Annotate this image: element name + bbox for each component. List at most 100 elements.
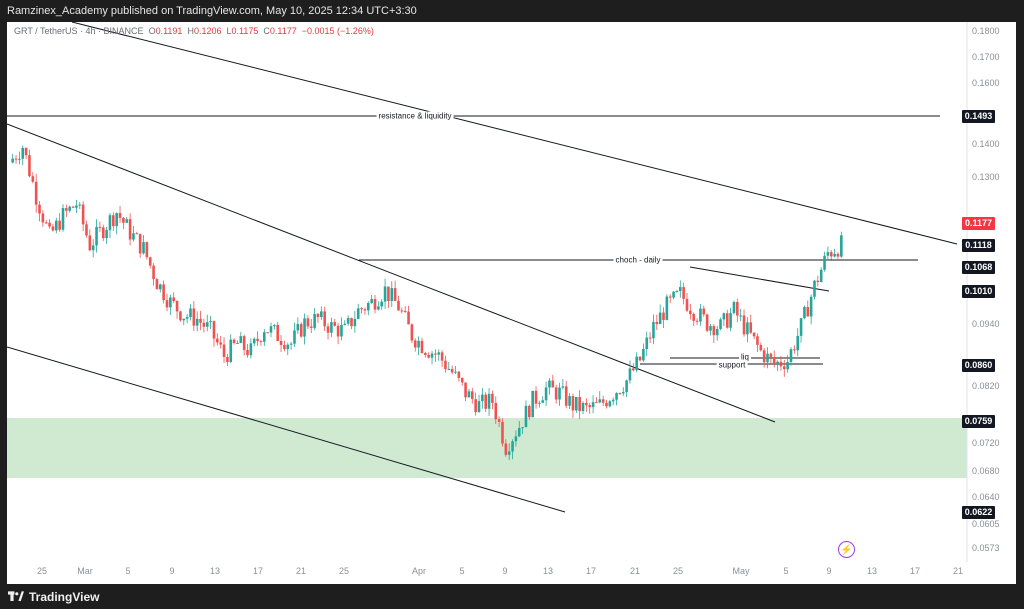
- candle-body: [665, 296, 669, 320]
- candle-body: [118, 213, 122, 218]
- candle-body: [470, 391, 474, 400]
- candle-body: [122, 217, 125, 223]
- candle-body: [836, 253, 840, 257]
- candle-body: [769, 353, 773, 358]
- candle-body: [779, 361, 783, 367]
- price-box: 0.1010: [962, 285, 995, 298]
- high-label: H: [187, 26, 194, 36]
- candle-body: [239, 336, 243, 343]
- lower-trendline[interactable]: [7, 346, 566, 513]
- candle-body: [309, 326, 313, 328]
- upper-trendline[interactable]: [71, 22, 958, 245]
- candle-body: [299, 324, 303, 337]
- liq-label: liq: [738, 352, 752, 362]
- candle-body: [232, 339, 236, 343]
- candle-body: [605, 402, 608, 407]
- price-tick: 0.0573: [972, 543, 1000, 553]
- candle-body: [481, 394, 484, 402]
- candle-body: [407, 311, 410, 325]
- candle-body: [38, 204, 41, 214]
- candle-body: [212, 321, 216, 339]
- time-tick: 5: [125, 566, 131, 576]
- candle-body: [793, 349, 796, 351]
- candle-body: [454, 371, 457, 373]
- candle-body: [712, 326, 716, 336]
- tradingview-brand[interactable]: TradingView: [8, 589, 99, 605]
- candle-body: [242, 336, 246, 350]
- candle-body: [256, 338, 259, 342]
- candle-body: [192, 308, 196, 326]
- chart-frame[interactable]: GRT / TetherUS · 4h · BINANCE O0.1191 H0…: [7, 22, 1016, 584]
- time-tick: 21: [295, 566, 307, 576]
- candle-body: [44, 222, 48, 224]
- candle-body: [434, 353, 437, 355]
- candle-body: [61, 208, 65, 230]
- price-tick: 0.0940: [972, 319, 1000, 329]
- resistance-label: resistance & liquidity: [376, 111, 454, 121]
- candle-body: [648, 337, 652, 339]
- publisher-bar: Ramzinex_Academy published on TradingVie…: [0, 0, 1024, 22]
- candle-body: [494, 402, 498, 420]
- time-tick: 13: [209, 566, 221, 576]
- candle-body: [806, 307, 810, 317]
- candle-body: [826, 252, 830, 256]
- candle-body: [169, 297, 172, 308]
- candle-body: [581, 402, 585, 412]
- candle-body: [51, 226, 55, 231]
- time-tick: 25: [36, 566, 48, 576]
- time-tick: 25: [338, 566, 350, 576]
- candle-body: [132, 233, 135, 240]
- candle-body: [336, 325, 340, 337]
- price-box-support: 0.0860: [962, 359, 995, 372]
- candle-body: [595, 402, 598, 404]
- candle-body: [682, 287, 685, 299]
- candle-body: [766, 353, 769, 363]
- candle-body: [585, 402, 588, 406]
- candle-body: [202, 322, 206, 327]
- candle-body: [799, 318, 803, 336]
- candle-body: [424, 353, 427, 355]
- candle-body: [353, 318, 357, 327]
- candle-body: [28, 155, 31, 177]
- candle-body: [561, 386, 565, 388]
- bolt-icon[interactable]: ⚡: [838, 541, 855, 558]
- candle-body: [205, 322, 209, 327]
- candle-body: [668, 296, 672, 298]
- candle-body: [715, 328, 719, 336]
- candle-body: [752, 332, 756, 337]
- candle-body: [554, 387, 558, 400]
- price-tick: 0.1300: [972, 172, 1000, 182]
- candle-body: [601, 399, 605, 403]
- time-tick: Apr: [411, 566, 427, 576]
- candle-body: [293, 330, 296, 344]
- candle-body: [58, 220, 61, 230]
- candle-body: [199, 318, 202, 323]
- candles-group: [11, 145, 843, 460]
- candle-body: [591, 402, 595, 408]
- candle-body: [736, 301, 739, 316]
- candle-body: [507, 451, 511, 455]
- candle-body: [155, 279, 159, 290]
- candle-body: [823, 255, 826, 270]
- price-tick: 0.1400: [972, 139, 1000, 149]
- candle-body: [491, 393, 494, 403]
- candle-body: [346, 318, 350, 324]
- demand-zone: [7, 418, 967, 478]
- candle-body: [635, 356, 638, 371]
- choch-label: choch - daily: [613, 255, 663, 265]
- candle-body: [175, 301, 179, 312]
- candle-body: [632, 368, 635, 371]
- candle-body: [34, 181, 38, 205]
- candle-body: [320, 311, 323, 318]
- candle-body: [467, 391, 471, 398]
- candle-body: [165, 300, 169, 308]
- price-box: 0.1118: [962, 239, 995, 252]
- mid-trendline[interactable]: [7, 123, 776, 423]
- local-trendline[interactable]: [689, 266, 830, 292]
- price-tick: 0.0640: [972, 492, 1000, 502]
- price-chart[interactable]: [7, 22, 1016, 584]
- candle-body: [772, 357, 776, 364]
- candle-body: [574, 397, 578, 411]
- candle-body: [54, 220, 58, 231]
- price-box-zone: 0.0759: [962, 415, 995, 428]
